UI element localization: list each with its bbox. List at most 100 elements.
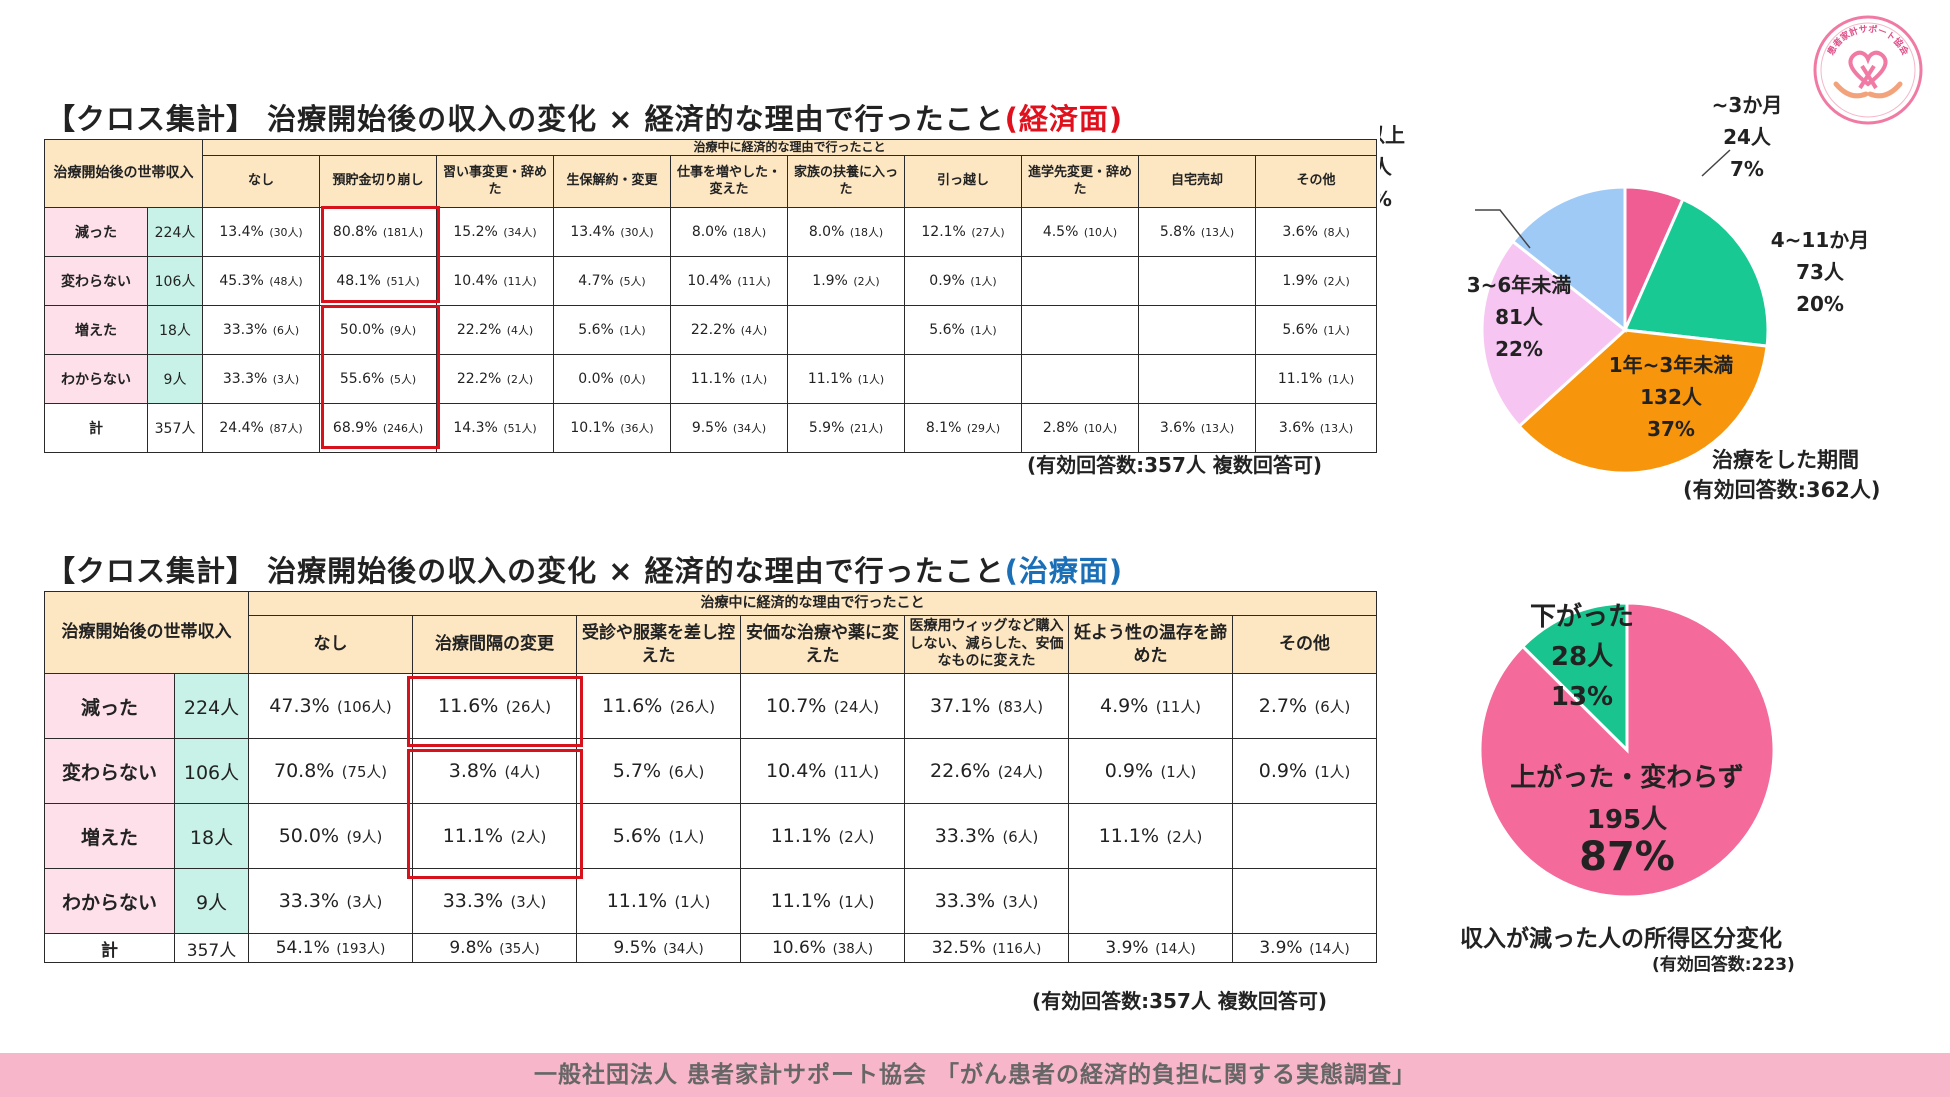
slice-label: 下がった 28人 13%: [1530, 601, 1634, 712]
table-cell: 48.1% (51人): [319, 256, 437, 306]
table-cell: 33.3% (3人): [412, 868, 577, 934]
cell-count: (1人): [674, 894, 711, 911]
slice-label: 上がった・変わらず: [1510, 762, 1743, 793]
table-cell: 5.7% (6人): [576, 738, 741, 804]
table-row: 計 357人 54.1% (193人) 9.8% (35人) 9.5% (34人) 10.6% (…: [44, 933, 1378, 963]
pie2-title: 収入が減った人の所得区分変化: [1460, 926, 1782, 952]
table-cell: [787, 305, 905, 355]
table1-title-accent: (経済面): [1004, 102, 1124, 136]
table-cell: 22.2% (4人): [436, 305, 554, 355]
cell-percent: 10.6%: [771, 938, 826, 958]
cell-count: (1人): [838, 894, 875, 911]
table-cell: 22.2% (2人): [436, 354, 554, 404]
cell-count: (193人): [336, 942, 386, 957]
cell-count: (1人): [668, 829, 705, 846]
cell-percent: 12.1%: [921, 224, 966, 240]
cell-count: (13人): [1200, 422, 1235, 435]
pie1-subtitle: (有効回答数:362人): [1683, 478, 1881, 502]
slice-label: 3~6年未満 81人 22%: [1467, 273, 1572, 361]
column-header: 預貯金切り崩し: [319, 155, 437, 208]
table-cell: 3.6% (13人): [1138, 403, 1256, 453]
table-cell: 0.9% (1人): [1231, 738, 1378, 804]
cell-count: (2人): [506, 373, 534, 386]
cell-count: (24人): [997, 764, 1043, 781]
table-cell: 32.5% (116人): [904, 933, 1069, 963]
cell-percent: 22.2%: [456, 322, 502, 338]
table-cell: 50.0% (9人): [248, 803, 413, 869]
cell-count: (1人): [1327, 373, 1355, 386]
table-cell: 33.3% (6人): [202, 305, 320, 355]
column-header: 進学先変更・辞めた: [1021, 155, 1139, 208]
table-cell: 8.0% (18人): [670, 207, 788, 257]
cell-percent: 10.4%: [453, 273, 498, 289]
table-cell: 0.9% (1人): [1068, 738, 1233, 804]
cell-count: (5人): [389, 373, 417, 386]
cell-percent: 1.9%: [812, 273, 848, 289]
treatment-duration-pie-chart: ~3か月 24人 7% 4~11か月 73人 20% 1年~3年未満 132人 37% 3~6年未…: [1380, 93, 1869, 475]
cell-percent: 10.4%: [687, 273, 732, 289]
table2-title: 【クロス集計】 治療開始後の収入の変化 × 経済的な理由で行ったこと(治療面): [46, 548, 1123, 590]
cell-percent: 22.2%: [690, 322, 736, 338]
table-cell: 5.9% (21人): [787, 403, 905, 453]
cell-percent: 0.9%: [1258, 760, 1308, 782]
column-header: 習い事変更・辞めた: [436, 155, 554, 208]
cell-count: (36人): [620, 422, 654, 435]
cell-count: (6人): [668, 764, 705, 781]
table2-title-accent: (治療面): [1004, 554, 1124, 588]
cell-percent: 5.6%: [578, 322, 614, 338]
cell-percent: 4.5%: [1042, 224, 1079, 240]
table-cell: 10.1% (36人): [553, 403, 671, 453]
cell-count: (21人): [849, 422, 884, 435]
row-label: 変わらない: [44, 256, 148, 306]
cell-count: (1人): [970, 275, 997, 288]
cell-count: (1人): [970, 324, 997, 337]
cell-percent: 3.6%: [1159, 420, 1196, 436]
table-cell: 33.3% (3人): [248, 868, 413, 934]
cell-count: (1人): [619, 324, 646, 337]
cell-percent: 10.7%: [766, 695, 827, 717]
table-cell: 3.9% (14人): [1068, 933, 1233, 963]
cell-count: (2人): [853, 275, 880, 288]
table-cell: [1021, 305, 1139, 355]
table-cell: 3.9% (14人): [1231, 933, 1378, 963]
table-cell: 2.8% (10人): [1021, 403, 1139, 453]
cell-count: (181人): [382, 226, 424, 239]
cell-count: (2人): [838, 829, 875, 846]
cell-count: (29人): [966, 422, 1001, 435]
column-header: 医療用ウィッグなど購入しない、減らした、安価なものに変えた: [904, 615, 1069, 674]
cell-count: (1人): [1160, 764, 1197, 781]
cell-count: (35人): [499, 942, 540, 957]
table-cell: 11.1% (1人): [787, 354, 905, 404]
cell-percent: 4.7%: [578, 273, 614, 289]
table-cell: 10.4% (11人): [740, 738, 905, 804]
cell-count: (10人): [1083, 226, 1118, 239]
cell-percent: 5.6%: [612, 825, 662, 847]
cross-table-treatment: 治療開始後の世帯収入 治療中に経済的な理由で行ったこと なし 治療間隔の変更 受診や…: [44, 591, 1378, 963]
slice-label: 下がった: [1530, 601, 1634, 632]
cell-percent: 33.3%: [442, 890, 504, 912]
cell-percent: 14.3%: [453, 420, 498, 436]
cell-count: (26人): [669, 699, 715, 716]
cell-percent: 11.6%: [602, 695, 663, 717]
table-row: わからない 9人 33.3% (3人) 55.6% (5人) 22.2% (2人) 0.0% (0…: [44, 354, 1378, 404]
cell-count: (4人): [740, 324, 768, 337]
table1-title-main: 【クロス集計】 治療開始後の収入の変化 × 経済的な理由で行ったこと: [46, 102, 1005, 136]
cell-count: (11人): [1155, 699, 1201, 716]
column-header: 引っ越し: [904, 155, 1022, 208]
table-cell: 10.6% (38人): [740, 933, 905, 963]
table-cell: [1138, 256, 1256, 306]
cell-percent: 10.4%: [766, 760, 827, 782]
table-cell: 5.6% (1人): [576, 803, 741, 869]
table-row: 増えた 18人 50.0% (9人) 11.1% (2人) 5.6% (1人) 11.1% (2人…: [44, 803, 1378, 869]
pie-slice: [1480, 239, 1628, 429]
cell-percent: 0.9%: [1104, 760, 1154, 782]
table-cell: 11.1% (2人): [740, 803, 905, 869]
table1-note: (有効回答数:357人 複数回答可): [1027, 453, 1322, 477]
row-count: 18人: [147, 305, 203, 355]
table-cell: 4.5% (10人): [1021, 207, 1139, 257]
table-cell: [1138, 305, 1256, 355]
column-header: その他: [1254, 155, 1378, 208]
cell-percent: 33.3%: [934, 890, 996, 912]
